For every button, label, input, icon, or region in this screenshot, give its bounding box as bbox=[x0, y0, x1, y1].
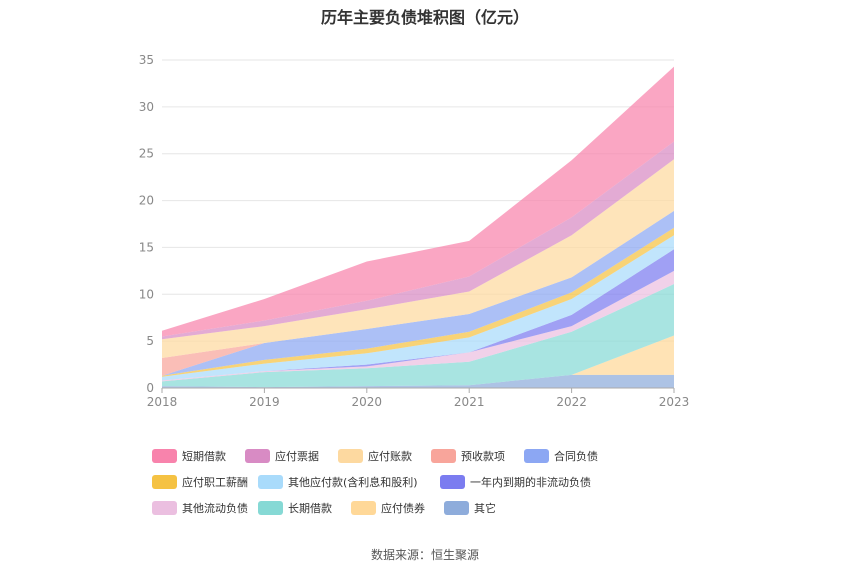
y-tick-label: 15 bbox=[139, 240, 154, 254]
area-其他流动负债 bbox=[162, 270, 674, 382]
x-tick-label: 2020 bbox=[352, 395, 383, 409]
area-其它 bbox=[162, 374, 674, 388]
stacked-area-chart: 0 5 10 15 20 25 30 35 2018 2019 2020 2021 2022 2023 bbox=[139, 53, 690, 409]
y-tick-label: 25 bbox=[139, 147, 154, 161]
legend-swatch bbox=[152, 475, 177, 489]
legend-item[interactable]: 其他应付款(含利息和股利) bbox=[258, 472, 428, 492]
y-tick-label: 35 bbox=[139, 53, 154, 67]
legend-item[interactable]: 合同负债 bbox=[524, 446, 607, 466]
legend-label: 其它 bbox=[474, 502, 496, 515]
legend-item[interactable]: 应付职工薪酬 bbox=[152, 472, 248, 492]
area-应付账款 bbox=[162, 159, 674, 358]
legend-label: 应付职工薪酬 bbox=[182, 476, 248, 489]
area-应付票据 bbox=[162, 141, 674, 340]
legend-label: 长期借款 bbox=[288, 502, 332, 515]
legend-item[interactable]: 预收款项 bbox=[431, 446, 514, 466]
legend-item[interactable]: 一年内到期的非流动负债 bbox=[440, 472, 610, 492]
legend-label: 合同负债 bbox=[554, 450, 598, 463]
area-其他应付款(含利息和股利) bbox=[162, 235, 674, 381]
y-tick-label: 10 bbox=[139, 287, 154, 301]
legend-item[interactable]: 其他流动负债 bbox=[152, 498, 248, 518]
legend-swatch bbox=[245, 449, 270, 463]
legend-swatch bbox=[152, 449, 177, 463]
legend-swatch bbox=[258, 501, 283, 515]
legend-item[interactable]: 短期借款 bbox=[152, 446, 235, 466]
legend-swatch bbox=[351, 501, 376, 515]
legend-swatch bbox=[440, 475, 465, 489]
x-tick-label: 2021 bbox=[454, 395, 485, 409]
y-tick-label: 20 bbox=[139, 194, 154, 208]
legend-swatch bbox=[338, 449, 363, 463]
legend-swatch bbox=[258, 475, 283, 489]
x-tick-label: 2022 bbox=[556, 395, 587, 409]
legend: 短期借款 应付票据 应付账款 预收款项 合同负债应付职工薪酬 其他应付款(含利息和股利) 一… bbox=[152, 446, 712, 518]
legend-swatch bbox=[431, 449, 456, 463]
legend-label: 应付债券 bbox=[381, 502, 425, 515]
legend-label: 其他应付款(含利息和股利) bbox=[288, 476, 418, 489]
chart-title: 历年主要负债堆积图（亿元） bbox=[320, 8, 529, 27]
area-预收款项 bbox=[162, 210, 674, 376]
legend-label: 预收款项 bbox=[461, 450, 505, 463]
data-source-note: 数据来源：恒生聚源 bbox=[370, 548, 479, 562]
y-tick-label: 30 bbox=[139, 100, 154, 114]
legend-swatch bbox=[524, 449, 549, 463]
x-tick-label: 2019 bbox=[249, 395, 280, 409]
x-tick-label: 2018 bbox=[147, 395, 178, 409]
y-tick-label: 0 bbox=[146, 381, 154, 395]
legend-item[interactable]: 其它 bbox=[444, 498, 527, 518]
legend-label: 短期借款 bbox=[182, 450, 226, 463]
x-tick-label: 2023 bbox=[659, 395, 690, 409]
legend-label: 应付账款 bbox=[368, 450, 412, 463]
legend-label: 一年内到期的非流动负债 bbox=[470, 476, 591, 489]
y-tick-label: 5 bbox=[146, 334, 154, 348]
legend-item[interactable]: 应付债券 bbox=[351, 498, 434, 518]
legend-swatch bbox=[152, 501, 177, 515]
legend-item[interactable]: 应付账款 bbox=[338, 446, 421, 466]
legend-label: 应付票据 bbox=[275, 450, 319, 463]
area-短期借款 bbox=[162, 66, 674, 337]
legend-item[interactable]: 应付票据 bbox=[245, 446, 328, 466]
legend-swatch bbox=[444, 501, 469, 515]
area-长期借款 bbox=[162, 284, 674, 388]
legend-label: 其他流动负债 bbox=[182, 502, 248, 515]
legend-item[interactable]: 长期借款 bbox=[258, 498, 341, 518]
